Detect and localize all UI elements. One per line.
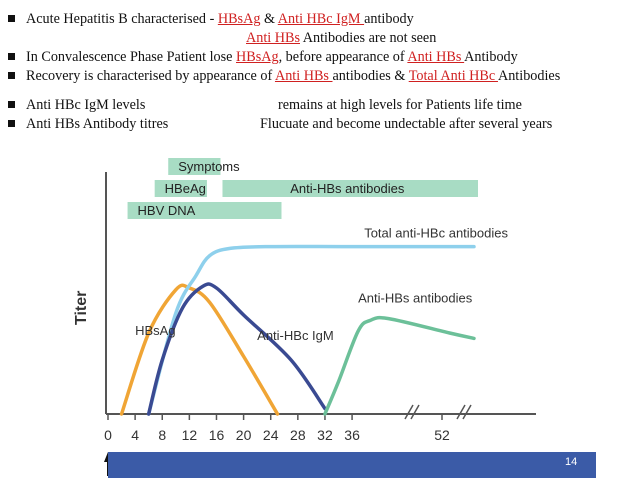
phase-label-hbv-dna: HBV DNA [138,203,196,218]
x-tick-label-4: 4 [131,427,139,443]
bullet-label: Anti HBc IgM levels [26,97,146,113]
series-line-total-anti-hbc-antibodies [146,244,476,416]
term-hbsag: HBsAg [236,49,279,65]
bullet-text: Recovery is characterised by appearance … [26,68,561,84]
term-total-anti-hbc: Total Anti HBc [408,68,498,84]
phase-bar-hbv-dna [127,202,282,219]
series-line-hbsag [119,283,280,416]
bullet-square-icon [8,72,15,79]
bullet-square-icon [8,53,15,60]
x-tick-label-20: 20 [236,427,252,443]
phase-bar-anti-hbs-antibodies [222,180,478,197]
bullet-acute-continued: Anti HBs Antibodies are not seen [6,29,636,48]
bullet-anti-hbs-titres: Anti HBs Antibody titres Flucuate and be… [6,115,636,134]
phase-label-anti-hbs-antibodies: Anti-HBs antibodies [290,181,405,196]
bullet-square-icon [8,101,15,108]
x-tick-label-24: 24 [263,427,279,443]
bullet-square-icon [8,120,15,127]
bullet-text: In Convalescence Phase Patient lose HBsA… [26,49,518,65]
phase-label-hbeag: HBeAg [165,181,206,196]
x-tick-label-28: 28 [290,427,306,443]
axis-break-mark [456,404,466,420]
bullet-value: remains at high levels for Patients life… [278,97,522,113]
term-anti-hbs: Anti HBs [274,68,333,84]
phase-label-symptoms: Symptoms [178,159,240,174]
term-anti-hbs: Anti HBs [246,30,300,46]
x-tick-label-16: 16 [209,427,225,443]
series-line-anti-hbc-igm [146,282,327,416]
x-tick-label-36: 36 [344,427,360,443]
bullet-square-icon [8,15,15,22]
axis-break-mark [462,404,472,420]
phase-bar-symptoms [168,158,221,175]
term-anti-hbs: Anti HBs [407,49,465,65]
term-anti-hbc-igm: Anti HBc IgM [277,11,365,27]
bullet-recovery: Recovery is characterised by appearance … [6,67,636,86]
x-tick-label-52: 52 [434,427,450,443]
annotation-hbsag: HBsAg [135,323,175,338]
axis-break-mark [404,404,414,420]
term-hbsag: HBsAg [217,11,261,27]
y-axis-title: Titer [73,291,90,325]
bullet-text: Acute Hepatitis B characterised - HBsAg … [26,11,414,27]
x-tick-label-32: 32 [317,427,333,443]
x-tick-label-8: 8 [158,427,166,443]
phase-bar-hbeag [154,180,207,197]
bullet-convalescence: In Convalescence Phase Patient lose HBsA… [6,48,636,67]
annotation-anti-hbc-igm: Anti-HBc IgM [257,328,334,343]
series-line-anti-hbs-antibodies [323,315,476,416]
bullet-anti-hbc-igm-levels: Anti HBc IgM levels remains at high leve… [6,96,636,115]
footer-bar [108,452,596,478]
axis-break-mark [410,404,420,420]
annotation-anti-hbs-antibodies: Anti-HBs antibodies [358,290,473,305]
bullet-label: Anti HBs Antibody titres [26,116,169,132]
bullet-list: Acute Hepatitis B characterised - HBsAg … [6,10,636,134]
x-tick-label-0: 0 [104,427,112,443]
annotation-total-anti-hbc-antibodies: Total anti-HBc antibodies [364,226,508,241]
bullet-text: Anti HBs Antibodies are not seen [246,30,437,46]
x-tick-label-12: 12 [182,427,198,443]
page-number: 14 [565,456,578,468]
bullet-value: Flucuate and become undectable after sev… [260,116,553,132]
bullet-acute: Acute Hepatitis B characterised - HBsAg … [6,10,636,29]
